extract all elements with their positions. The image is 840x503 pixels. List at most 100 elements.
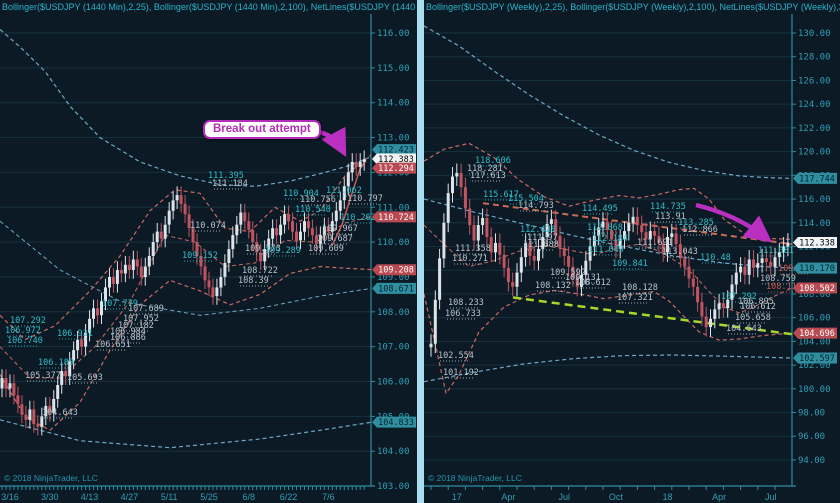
weekly-price-chart[interactable]: 94.00 96.00 98.00 100.00 102.00 104.00 106.00 1…: [424, 0, 840, 503]
candle: [40, 407, 44, 436]
candle: [135, 250, 139, 276]
netline-label: 118.606: [475, 156, 511, 166]
candle: [115, 261, 119, 293]
svg-text:108.671: 108.671: [378, 284, 414, 294]
copyright-label: © 2018 NinjaTrader, LLC: [4, 473, 98, 483]
y-axis-tick-label: 130.00: [798, 29, 831, 39]
candle: [721, 293, 725, 318]
candle: [459, 163, 463, 197]
candle: [618, 229, 622, 259]
candle: [506, 258, 510, 292]
netline-label: 111.081: [758, 246, 794, 256]
candle: [56, 376, 60, 408]
candle: [318, 226, 322, 253]
netline-label: 118.281: [467, 164, 503, 174]
netline-label: 109.609: [308, 244, 344, 254]
candle: [631, 207, 635, 233]
annotation-arrow[interactable]: [695, 202, 773, 243]
candle: [303, 212, 306, 241]
candle: [52, 390, 56, 422]
netline-label: 101.192: [443, 368, 479, 378]
candle: [691, 269, 695, 297]
candle: [601, 212, 605, 237]
candle: [657, 226, 661, 253]
candle: [119, 261, 123, 283]
candle: [350, 153, 354, 182]
candle: [592, 226, 596, 256]
weekly-chart-indicator-header: Bollinger($USDJPY (Weekly),2,25), Bollin…: [426, 2, 840, 12]
candle: [96, 299, 99, 324]
candle: [605, 212, 609, 240]
candle: [187, 205, 191, 237]
price-marker: 112.294: [372, 162, 416, 174]
candle: [199, 247, 203, 276]
netline-label: 108.233: [448, 298, 484, 308]
candle: [455, 163, 459, 186]
candle: [485, 208, 489, 247]
netline-label: 108.612: [575, 278, 611, 288]
candle: [515, 263, 519, 297]
x-axis-label: 6/8: [243, 492, 256, 502]
candle: [362, 150, 366, 171]
candle: [558, 226, 562, 258]
netline-label: 106.189: [38, 358, 74, 368]
y-axis-tick-label: 106.00: [798, 314, 831, 324]
candle: [251, 221, 255, 251]
y-axis-tick-label: 115.00: [377, 64, 410, 74]
netline-label: 112.184: [592, 234, 628, 244]
y-axis-tick-label: 120.00: [798, 148, 831, 158]
candle: [239, 203, 243, 234]
panel-divider[interactable]: [417, 0, 424, 503]
candle: [502, 245, 506, 278]
candle: [545, 214, 549, 247]
candle: [167, 202, 171, 234]
candle: [175, 186, 179, 209]
y-axis-tick-label: 109.00: [377, 273, 410, 283]
netline-label: 106.740: [7, 336, 43, 346]
x-axis-label: 5/11: [161, 492, 178, 502]
netline-label: 109.131: [565, 273, 601, 283]
netline-label: 110.262: [340, 213, 376, 223]
y-axis-tick-label: 106.00: [377, 378, 410, 388]
trendline-support: [512, 296, 793, 336]
candle: [489, 227, 493, 262]
netline-label: 109.373: [245, 244, 281, 254]
netline-label: 110.074: [190, 221, 226, 231]
candle: [108, 268, 111, 297]
candle: [635, 207, 639, 235]
netline-label: 109.289: [265, 246, 301, 256]
candle: [549, 209, 553, 234]
breakout-annotation[interactable]: Break out attempt: [203, 120, 321, 139]
netline-label: 115.617: [483, 190, 519, 200]
y-axis-tick-label: 108.00: [377, 308, 410, 318]
price-marker: 112.338: [793, 236, 837, 248]
price-marker: 112.383: [372, 153, 416, 165]
bollinger-25-lower: [0, 265, 372, 432]
candle: [717, 293, 721, 319]
netline-label: 110.48: [700, 253, 731, 263]
candle: [247, 212, 251, 239]
candle: [307, 212, 310, 237]
netline-label: 106.651: [95, 340, 131, 350]
netline-label: 111.184: [212, 179, 248, 189]
netline-label: 111.888: [523, 240, 559, 250]
candle: [310, 219, 314, 244]
netline-label: 113.285: [678, 218, 714, 228]
candle: [442, 213, 446, 268]
candle: [314, 226, 318, 253]
candle: [195, 233, 199, 265]
candle: [588, 237, 592, 271]
candle: [243, 203, 247, 230]
netline-rising: [331, 159, 367, 246]
svg-text:112.338: 112.338: [799, 238, 835, 248]
candle: [571, 257, 575, 287]
netline-label: 111.358: [455, 244, 491, 254]
svg-text:104.696: 104.696: [799, 329, 835, 339]
candle: [36, 415, 40, 436]
candle: [627, 213, 631, 241]
netline-label: 115.504: [508, 194, 544, 204]
daily-price-chart[interactable]: 103.00104.00105.00106.00107.00108.00109.…: [0, 0, 417, 503]
candle: [80, 331, 84, 356]
daily-chart-indicator-header: Bollinger($USDJPY (1440 Min),2,25), Boll…: [2, 2, 417, 12]
candle: [0, 369, 4, 398]
